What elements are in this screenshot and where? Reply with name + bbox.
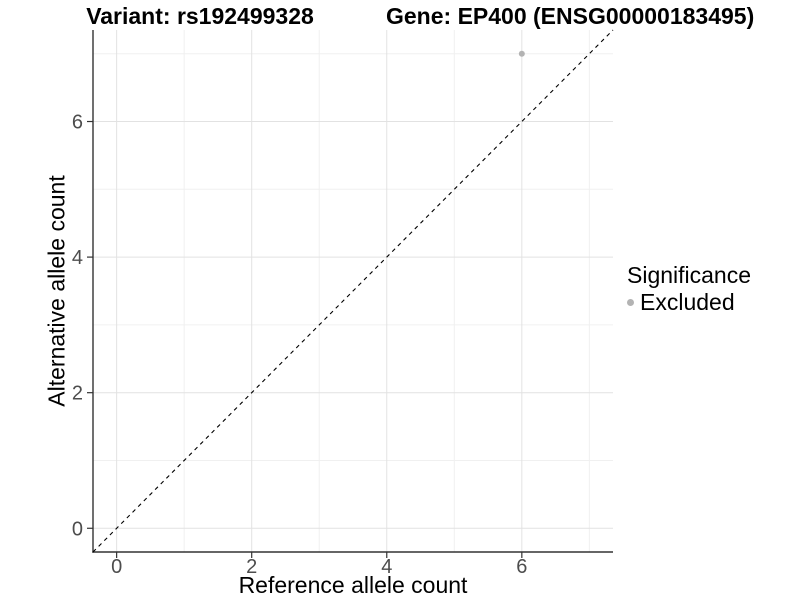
x-tick-label: 0 xyxy=(111,556,122,578)
legend: Significance Excluded xyxy=(627,263,751,315)
y-tick-label: 4 xyxy=(72,247,83,269)
gene-title: Gene: EP400 (ENSG00000183495) xyxy=(386,3,755,29)
x-tick-label: 6 xyxy=(516,556,527,578)
legend-item-excluded: Excluded xyxy=(627,290,751,315)
legend-title: Significance xyxy=(627,262,752,288)
y-tick-label: 6 xyxy=(72,112,83,134)
x-tick-label: 2 xyxy=(246,556,257,578)
y-tick-label: 0 xyxy=(72,518,83,540)
legend-item-label: Excluded xyxy=(640,289,735,315)
identity-reference-line xyxy=(92,29,614,553)
variant-title: Variant: rs192499328 xyxy=(86,3,314,29)
legend-point-icon xyxy=(627,299,634,306)
y-axis-title: Alternative allele count xyxy=(43,175,70,407)
x-axis-title: Reference allele count xyxy=(238,572,468,598)
data-point xyxy=(518,50,525,57)
x-tick-label: 4 xyxy=(381,556,392,578)
y-tick-label: 2 xyxy=(72,383,83,405)
